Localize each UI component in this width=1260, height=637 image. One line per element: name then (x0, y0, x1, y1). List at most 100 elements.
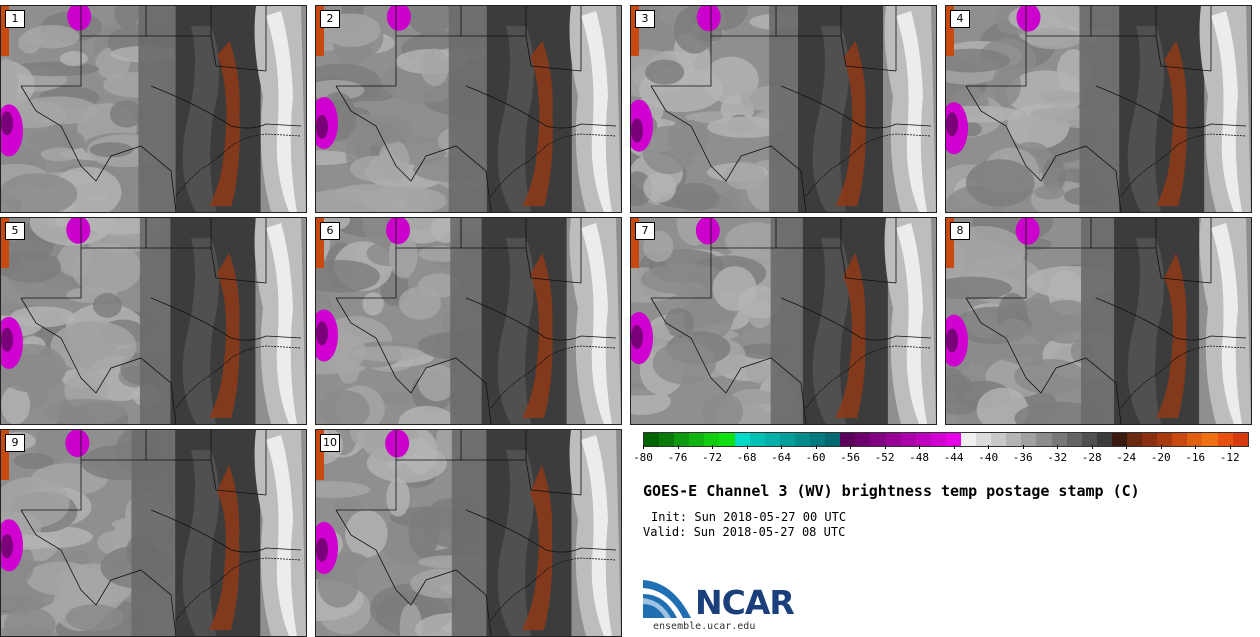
panel-number: 6 (320, 222, 340, 240)
colorbar-swatch (674, 433, 690, 446)
colorbar-tick-mark (1160, 445, 1162, 449)
stamp-panel-10: 10 (315, 429, 622, 637)
colorbar-tick-label: -12 (1219, 451, 1240, 464)
colorbar-tick-label: -16 (1185, 451, 1206, 464)
ncar-logo-icon (643, 580, 691, 618)
colorbar-swatch (749, 433, 765, 446)
colorbar-swatch (945, 433, 961, 446)
wv-imagery (316, 218, 621, 424)
colorbar-swatch (1217, 433, 1233, 446)
colorbar-swatch (1021, 433, 1037, 446)
colorbar-tick-mark (953, 445, 955, 449)
colorbar-swatch (1081, 433, 1097, 446)
colorbar-swatch (689, 433, 705, 446)
colorbar-tick-mark (884, 445, 886, 449)
init-time: Init: Sun 2018-05-27 00 UTC (651, 510, 847, 524)
wv-imagery (316, 6, 621, 212)
panel-number: 9 (5, 434, 25, 452)
stamp-panel-4: 4 (945, 5, 1252, 213)
colorbar-tick-label: -48 (909, 451, 930, 464)
colorbar-tick-label: -52 (874, 451, 895, 464)
colorbar-swatch (1187, 433, 1203, 446)
colorbar-tick-label: -36 (1012, 451, 1033, 464)
colorbar-swatch (704, 433, 720, 446)
colorbar-tick-label: -72 (702, 451, 722, 464)
colorbar-swatch (976, 433, 992, 446)
colorbar-swatch (900, 433, 916, 446)
colorbar-swatch (644, 433, 660, 446)
colorbar-swatch (1202, 433, 1218, 446)
colorbar-swatch (1142, 433, 1158, 446)
colorbar-tick-label: -64 (771, 451, 791, 464)
wv-imagery (631, 6, 936, 212)
figure-title: GOES-E Channel 3 (WV) brightness temp po… (643, 482, 1140, 500)
colorbar-tick-label: -40 (978, 451, 999, 464)
colorbar-tick-label: -32 (1047, 451, 1068, 464)
colorbar-tick-label: -80 (633, 451, 653, 464)
colorbar-tick-mark (677, 445, 679, 449)
colorbar-tick-mark (643, 445, 644, 449)
colorbar-tick-label: -20 (1150, 451, 1171, 464)
colorbar-swatch (779, 433, 795, 446)
colorbar-swatch (734, 433, 750, 446)
colorbar-tick-mark (919, 445, 921, 449)
colorbar-tick-label: -60 (805, 451, 826, 464)
valid-time: Valid: Sun 2018-05-27 08 UTC (643, 525, 846, 539)
colorbar-swatch (1006, 433, 1022, 446)
panel-number: 8 (950, 222, 970, 240)
wv-imagery (631, 218, 936, 424)
stamp-panel-8: 8 (945, 217, 1252, 425)
colorbar-swatch (1066, 433, 1082, 446)
panel-number: 7 (635, 222, 655, 240)
colorbar-swatch (1232, 433, 1248, 446)
stamp-panel-1: 1 (0, 5, 307, 213)
colorbar-tick-mark (1126, 445, 1128, 449)
colorbar-tick-mark (1022, 445, 1024, 449)
colorbar-swatch (1172, 433, 1188, 446)
wv-imagery (946, 6, 1251, 212)
colorbar-tick-mark (815, 445, 817, 449)
colorbar-swatch (930, 433, 946, 446)
colorbar-swatch (825, 433, 841, 446)
colorbar-swatch (1127, 433, 1143, 446)
stamp-panel-7: 7 (630, 217, 937, 425)
panel-number: 4 (950, 10, 970, 28)
panel-number: 2 (320, 10, 340, 28)
colorbar-tick-mark (1057, 445, 1059, 449)
stamp-panel-6: 6 (315, 217, 622, 425)
colorbar-swatch (1036, 433, 1052, 446)
stamp-panel-5: 5 (0, 217, 307, 425)
colorbar-swatch (1111, 433, 1127, 446)
colorbar-swatch (719, 433, 735, 446)
colorbar-swatch (810, 433, 826, 446)
colorbar-tick-mark (781, 445, 783, 449)
colorbar-tick-mark (1091, 445, 1093, 449)
colorbar-ticks: -80 -76 -72 -68 -64 -60 -56 -52 -48 -44 -40 -36 -32-… (633, 445, 1249, 469)
colorbar-tick-mark (1195, 445, 1197, 449)
wv-imagery (316, 430, 621, 636)
colorbar-swatch (1051, 433, 1067, 446)
stamp-panel-2: 2 (315, 5, 622, 213)
stamp-panel-3: 3 (630, 5, 937, 213)
colorbar-tick-mark (712, 445, 714, 449)
colorbar-swatch (915, 433, 931, 446)
stamp-panel-9: 9 (0, 429, 307, 637)
ensemble-url-link[interactable]: ensemble.ucar.edu (653, 621, 756, 632)
logo-wordmark: NCAR (695, 583, 795, 622)
colorbar-tick-label: -76 (667, 451, 688, 464)
colorbar-tick-label: -56 (840, 451, 861, 464)
colorbar-tick-label: -44 (943, 451, 964, 464)
colorbar-swatch (870, 433, 886, 446)
wv-imagery (1, 6, 306, 212)
wv-imagery (1, 430, 306, 636)
colorbar-tick-mark (850, 445, 852, 449)
wv-imagery (946, 218, 1251, 424)
colorbar-swatch (1096, 433, 1112, 446)
panel-number: 1 (5, 10, 25, 28)
colorbar-tick-mark (746, 445, 748, 449)
wv-imagery (1, 218, 306, 424)
colorbar-swatch (991, 433, 1007, 446)
colorbar-swatch (794, 433, 811, 446)
colorbar-swatch (764, 433, 780, 446)
colorbar-swatch (840, 433, 856, 446)
